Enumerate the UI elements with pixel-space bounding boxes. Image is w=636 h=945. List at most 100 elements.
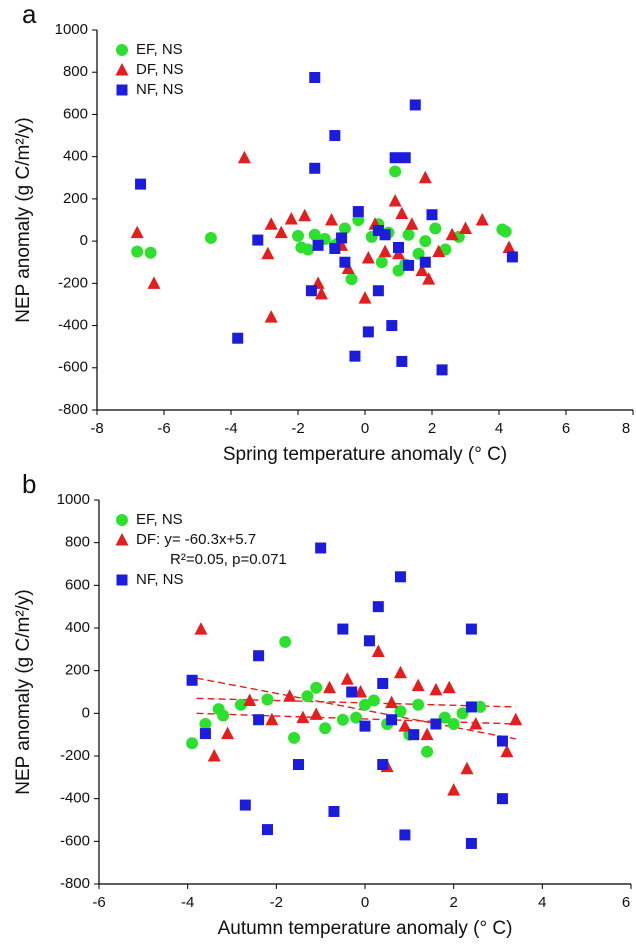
y-tick-label: 800 [63, 63, 88, 80]
data-point [429, 682, 443, 696]
legend-label: NF, NS [136, 571, 184, 588]
data-point [131, 245, 144, 258]
y-tick-label: -200 [60, 747, 90, 764]
x-axis-title: Autumn temperature anomaly (° C) [218, 918, 513, 939]
data-point [237, 150, 251, 164]
legend-label: NF, NS [136, 81, 184, 98]
data-point [393, 241, 404, 253]
x-tick-label: -8 [90, 420, 103, 437]
data-point [465, 701, 477, 713]
data-point [392, 246, 405, 260]
data-point [345, 273, 358, 286]
x-tick-label: -6 [157, 420, 170, 437]
data-point [309, 707, 323, 720]
data-point [339, 256, 351, 268]
data-point [445, 227, 459, 241]
data-point [199, 718, 212, 730]
y-tick-label: 200 [63, 190, 88, 207]
data-point [475, 213, 489, 226]
data-point [377, 759, 389, 771]
x-tick-label: 2 [449, 894, 457, 911]
data-point [329, 243, 341, 254]
data-point [312, 239, 324, 251]
data-point [261, 824, 273, 836]
x-axis-title: Spring temperature anomaly (° C) [223, 444, 507, 465]
x-tick-label: 2 [428, 420, 436, 437]
data-point [377, 677, 389, 689]
data-point [232, 332, 244, 344]
data-point [402, 228, 415, 241]
x-tick-label: 0 [361, 420, 369, 437]
data-point [144, 246, 157, 259]
data-point [234, 698, 247, 711]
data-point [496, 793, 508, 805]
data-point [403, 259, 415, 271]
data-point [436, 364, 448, 376]
data-point [499, 225, 512, 238]
data-point [186, 674, 198, 686]
x-tick-label: -2 [270, 894, 283, 911]
data-point [309, 72, 321, 83]
x-tick-label: 8 [622, 420, 630, 437]
x-tick-label: 6 [622, 894, 630, 911]
data-point [314, 286, 328, 300]
trend-line [196, 677, 516, 740]
data-point [456, 707, 469, 720]
data-point [460, 761, 474, 775]
data-point [194, 622, 208, 635]
data-point [388, 194, 402, 207]
data-point [352, 206, 364, 218]
data-point [350, 711, 363, 724]
y-tick-label: 600 [65, 576, 90, 593]
data-point [264, 217, 278, 230]
data-point [338, 222, 351, 235]
data-point [421, 745, 434, 758]
data-point [385, 695, 399, 709]
y-tick-label: 400 [63, 148, 88, 165]
data-point [367, 694, 380, 707]
legend-label: DF: y= -60.3x+5.7 [136, 531, 256, 548]
x-tick-label: -2 [291, 420, 304, 437]
data-point [319, 722, 332, 735]
data-point [459, 221, 472, 234]
data-point [292, 229, 304, 242]
data-point [323, 680, 337, 694]
data-point [261, 693, 274, 706]
data-point [418, 170, 432, 184]
data-point [394, 571, 406, 583]
x-tick-label: 6 [562, 420, 570, 437]
data-point [341, 261, 355, 275]
data-point [354, 685, 368, 698]
y-tick-label: 600 [63, 105, 88, 122]
data-point [130, 225, 144, 239]
trend-line [196, 697, 516, 708]
data-point [336, 232, 348, 244]
x-tick-label: 4 [538, 894, 546, 911]
data-point [412, 698, 425, 711]
data-point [432, 244, 446, 258]
legend-marker [115, 533, 129, 546]
data-point [293, 759, 304, 771]
annotation: R²=0.05, p=0.071 [170, 551, 287, 568]
data-point [283, 689, 297, 702]
y-tick-label: 400 [65, 619, 90, 636]
data-point [438, 711, 451, 724]
legend-label: DF, NS [136, 61, 184, 78]
data-point [147, 276, 161, 289]
data-point [411, 678, 425, 692]
data-point [502, 240, 516, 253]
legend-marker [116, 574, 128, 586]
data-point [393, 665, 407, 679]
data-point [442, 680, 456, 694]
y-tick-label: -600 [58, 359, 88, 376]
data-point [372, 225, 384, 237]
data-point [204, 231, 217, 244]
data-point [398, 719, 412, 732]
data-point [419, 235, 432, 248]
data-point [358, 291, 372, 304]
data-point [296, 710, 310, 724]
x-tick-label: 4 [495, 420, 503, 437]
data-point [359, 698, 371, 711]
data-point [346, 686, 358, 698]
data-point [447, 718, 460, 730]
